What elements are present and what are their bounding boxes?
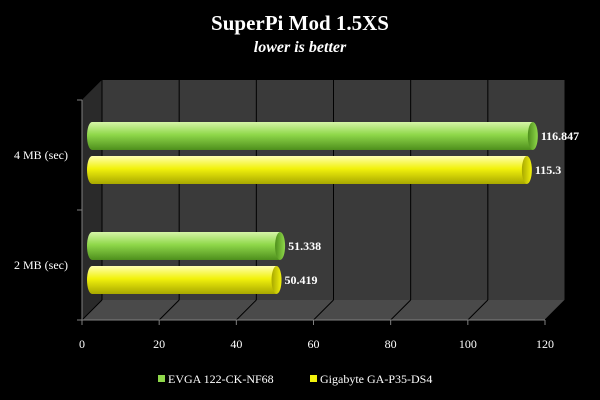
x-tick-label: 20 (153, 337, 165, 351)
bar-end-cap (521, 156, 532, 184)
bar-start-cap (87, 122, 97, 150)
bar-end-cap (275, 232, 286, 260)
data-labels: 116.847 115.3 51.338 50.419 (285, 129, 580, 287)
data-label: 50.419 (285, 273, 318, 287)
chart-title: SuperPi Mod 1.5XS (211, 11, 389, 35)
bar-end-cap (271, 266, 282, 294)
data-label: 51.338 (288, 239, 321, 253)
legend: EVGA 122-CK-NF68 Gigabyte GA-P35-DS4 (158, 372, 432, 386)
bar (92, 232, 281, 260)
x-tick-label: 120 (536, 337, 554, 351)
legend-label: EVGA 122-CK-NF68 (168, 372, 274, 386)
chart-subtitle: lower is better (254, 39, 347, 56)
bar-start-cap (87, 266, 97, 294)
bar (92, 266, 277, 294)
legend-swatch (158, 375, 165, 382)
category-label: 4 MB (sec) (14, 148, 68, 162)
x-tick-label: 80 (385, 337, 397, 351)
floor-gridline (390, 299, 412, 321)
axes (77, 99, 546, 325)
legend-swatch (310, 375, 317, 382)
x-tick-label: 100 (459, 337, 477, 351)
floor-gridline (158, 299, 180, 321)
floor-gridline (313, 299, 334, 321)
floor-gridline (544, 299, 566, 321)
legend-label: Gigabyte GA-P35-DS4 (320, 372, 432, 386)
x-tick-label: 60 (308, 337, 320, 351)
bar (92, 122, 533, 150)
category-label: 2 MB (sec) (14, 258, 68, 272)
data-label: 115.3 (535, 163, 561, 177)
floor-gridline (467, 299, 489, 321)
floor-gridline (81, 299, 103, 321)
gridlines (81, 80, 566, 321)
data-label: 116.847 (541, 129, 579, 143)
x-tick-labels: 0 20 40 60 80 100 120 (79, 337, 554, 351)
x-tick-label: 0 (79, 337, 85, 351)
bar-start-cap (87, 232, 97, 260)
floor-gridline (235, 299, 257, 321)
bars (87, 122, 538, 294)
bar (92, 156, 527, 184)
bar-end-cap (527, 122, 538, 150)
x-tick-label: 40 (230, 337, 242, 351)
category-labels: 4 MB (sec) 2 MB (sec) (14, 148, 68, 272)
bar-start-cap (87, 156, 97, 184)
